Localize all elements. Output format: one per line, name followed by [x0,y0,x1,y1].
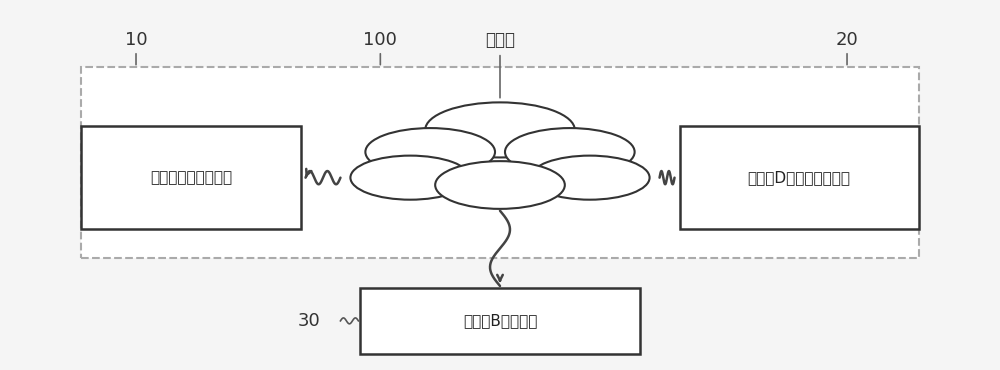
FancyBboxPatch shape [81,126,301,229]
FancyBboxPatch shape [360,288,640,354]
FancyBboxPatch shape [81,67,919,258]
Ellipse shape [365,128,495,176]
Text: 紫外线信息感测设备: 紫外线信息感测设备 [150,170,232,185]
Text: 100: 100 [363,31,397,49]
Ellipse shape [435,161,565,209]
Text: 维生素D合成量判定设备: 维生素D合成量判定设备 [748,170,851,185]
Ellipse shape [350,156,470,200]
Text: 10: 10 [125,31,147,49]
FancyBboxPatch shape [680,126,919,229]
Text: 20: 20 [836,31,858,49]
Ellipse shape [505,128,635,176]
Text: 通信网: 通信网 [485,31,515,49]
Text: 紫外线B照明装置: 紫外线B照明装置 [463,313,537,328]
Ellipse shape [530,156,650,200]
Text: 30: 30 [298,312,320,330]
Ellipse shape [425,102,575,158]
